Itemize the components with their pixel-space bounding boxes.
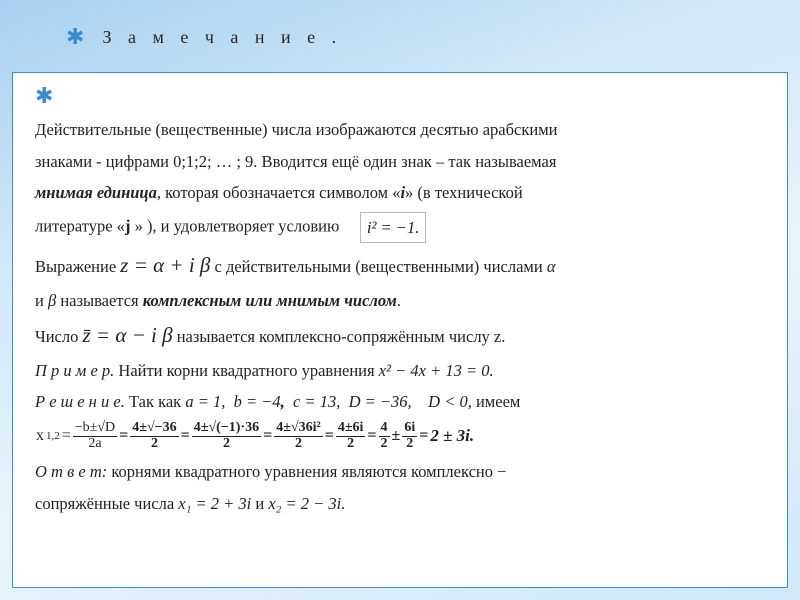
answer-label: О т в е т: [35,462,107,481]
discriminant-sign: D < 0, [428,392,472,411]
paragraph-line: Выражение z = α + i β с действительными … [35,249,769,282]
numerator: 4±√−36 [130,421,178,437]
solution-line: Р е ш е н и е. Так как a = 1, b = −4, c … [35,389,769,415]
equation-chain: x1,2 = −b±√D2a = 4±√−362 = 4±√(−1)·362 =… [35,421,475,451]
emphasis: мнимая единица [35,183,157,202]
text: называется комплексно-сопряжённым числу … [177,327,506,346]
fraction: −b±√D2a [73,421,117,451]
answer-line-2: сопряжённые числа x₁ = 2 + 3i и x₂ = 2 −… [35,491,769,517]
numerator: 4 [379,421,390,437]
equation: x² − 4x + 13 = 0. [379,361,494,380]
numerator: −b±√D [73,421,117,437]
symbol-alpha: α [547,257,556,276]
slide-title: З а м е ч а н и е . [102,27,342,48]
bullet-burst-icon: ✱ [66,26,84,48]
boxed-formula: i² = −1. [360,212,426,244]
text: Выражение [35,257,120,276]
paragraph-line: знаками - цифрами 0;1;2; … ; 9. Вводится… [35,149,769,175]
text: » (в технической [405,183,523,202]
fraction: 4±√−362 [130,421,178,451]
text: имеем [472,392,521,411]
text: литературе « [35,216,125,235]
panel-burst-icon: ✱ [35,85,769,107]
var-x: x [36,427,44,445]
emphasis: комплексным или мнимым числом [143,291,397,310]
denominator: 2 [130,437,178,452]
numerator: 6i [402,421,417,437]
text: Найти корни квадратного уравнения [114,361,378,380]
fraction: 42 [379,421,390,451]
denominator: 2 [379,437,390,452]
denominator: 2a [73,437,117,452]
root-2: x₂ = 2 − 3i. [268,494,345,513]
fraction: 4±√36i²2 [274,421,322,451]
coef: b = −4 [234,392,281,411]
denominator: 2 [402,437,417,452]
denominator: 2 [336,437,366,452]
root-1: x₁ = 2 + 3i [178,494,251,513]
derivation-line: x1,2 = −b±√D2a = 4±√−362 = 4±√(−1)·362 =… [35,421,769,451]
text: » ), и удовлетворяет условию [130,216,339,235]
numerator: 4±6i [336,421,366,437]
text: и [35,291,48,310]
comma: , [281,392,285,411]
fraction: 4±6i2 [336,421,366,451]
text: с действительными (вещественными) числам… [215,257,547,276]
numerator: 4±√(−1)·36 [192,421,261,437]
paragraph-line: литературе «j » ), и удовлетворяет услов… [35,212,769,244]
text: и [251,494,268,513]
denominator: 2 [192,437,261,452]
formula: z = α + i β [120,253,210,277]
fraction: 6i2 [402,421,417,451]
slide-title-row: ✱ З а м е ч а н и е . [66,26,342,48]
final-result: 2 ± 3i. [430,426,474,446]
paragraph-line: Действительные (вещественные) числа изоб… [35,117,769,143]
text: , которая обозначается символом « [157,183,401,202]
example-line: П р и м е р. Найти корни квадратного ура… [35,358,769,384]
text: . [397,291,401,310]
example-label: П р и м е р. [35,361,114,380]
text: сопряжённые числа [35,494,178,513]
discriminant: D = −36, [349,392,412,411]
coef: a = 1, [185,392,225,411]
answer-line: О т в е т: корнями квадратного уравнения… [35,459,769,485]
equals: = [62,427,71,445]
paragraph-line: Число z̄ = α − i β называется комплексно… [35,319,769,352]
formula: z̄ = α − i β [83,323,173,347]
fraction: 4±√(−1)·362 [192,421,261,451]
text: корнями квадратного уравнения являются к… [107,462,506,481]
text: Так как [125,392,186,411]
numerator: 4±√36i² [274,421,322,437]
text: Число [35,327,83,346]
coef: c = 13, [293,392,340,411]
denominator: 2 [274,437,322,452]
solution-label: Р е ш е н и е. [35,392,125,411]
subscript: 1,2 [46,430,60,442]
text: называется [56,291,143,310]
content-panel: ✱ Действительные (вещественные) числа из… [12,72,788,588]
paragraph-line: мнимая единица, которая обозначается сим… [35,180,769,206]
symbol-beta: β [48,291,56,310]
plus-minus: ± [392,427,401,445]
paragraph-line: и β называется комплексным или мнимым чи… [35,288,769,314]
